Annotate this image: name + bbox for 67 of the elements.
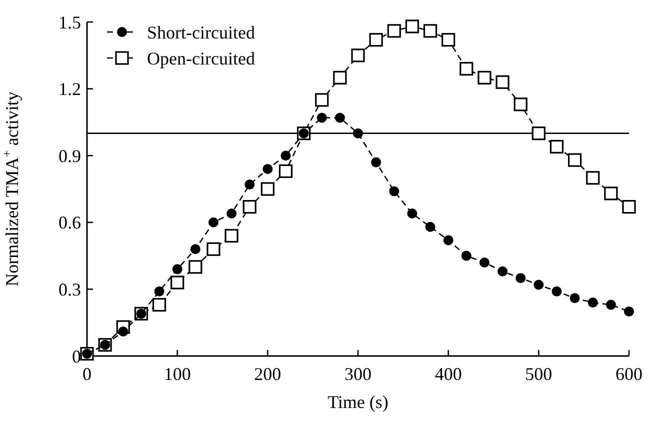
point <box>353 128 363 138</box>
point <box>568 153 582 167</box>
point <box>534 280 544 290</box>
point <box>208 217 218 228</box>
point <box>496 75 510 89</box>
point <box>224 228 238 243</box>
point <box>315 93 329 107</box>
legend-label: Open-circuited <box>147 48 255 68</box>
point <box>532 126 546 140</box>
point <box>460 62 474 76</box>
point <box>172 264 182 274</box>
point <box>170 276 184 290</box>
point <box>262 164 273 174</box>
x-axis-title: Time (s) <box>328 392 388 412</box>
x-tick-label: 400 <box>434 364 462 384</box>
point <box>586 171 600 185</box>
point <box>190 244 200 254</box>
point <box>206 242 220 256</box>
point <box>552 286 562 296</box>
point <box>154 286 164 296</box>
legend-label: Short-circuited <box>147 22 255 42</box>
point <box>423 24 438 38</box>
point <box>516 273 526 284</box>
point <box>333 70 347 84</box>
point <box>461 250 472 261</box>
y-tick-label: 0.3 <box>58 280 81 300</box>
point <box>244 180 255 190</box>
point <box>387 24 401 38</box>
point <box>371 157 382 168</box>
point <box>606 300 616 310</box>
point <box>570 293 580 304</box>
y-tick-label: 1.5 <box>58 12 81 32</box>
point <box>514 98 528 112</box>
point <box>226 208 237 218</box>
point <box>425 222 436 232</box>
x-tick-label: 300 <box>344 364 372 384</box>
point <box>498 266 508 276</box>
point <box>369 33 383 47</box>
x-tick-label: 500 <box>525 364 552 384</box>
point <box>316 112 327 123</box>
x-tick-label: 100 <box>164 364 191 384</box>
x-tick-label: 600 <box>616 364 642 384</box>
y-tick-label: 0.6 <box>58 212 81 233</box>
point <box>624 306 634 316</box>
point <box>278 164 293 178</box>
point <box>588 298 598 308</box>
point <box>351 48 365 62</box>
point <box>604 186 618 200</box>
point <box>443 235 454 246</box>
point <box>478 70 492 84</box>
point <box>405 20 419 34</box>
y-tick-label: 1.2 <box>58 79 81 100</box>
point <box>442 33 456 47</box>
point <box>242 200 256 214</box>
point <box>622 200 636 214</box>
point <box>280 150 291 161</box>
y-tick-label: 0.9 <box>58 146 81 166</box>
y-tick-label: 0 <box>72 346 81 366</box>
point <box>260 182 274 196</box>
point <box>389 186 400 196</box>
point <box>152 298 166 312</box>
point <box>334 112 345 123</box>
point <box>407 208 418 218</box>
point <box>188 260 202 274</box>
point <box>550 140 564 154</box>
point <box>479 257 490 268</box>
x-tick-label: 200 <box>254 364 282 384</box>
